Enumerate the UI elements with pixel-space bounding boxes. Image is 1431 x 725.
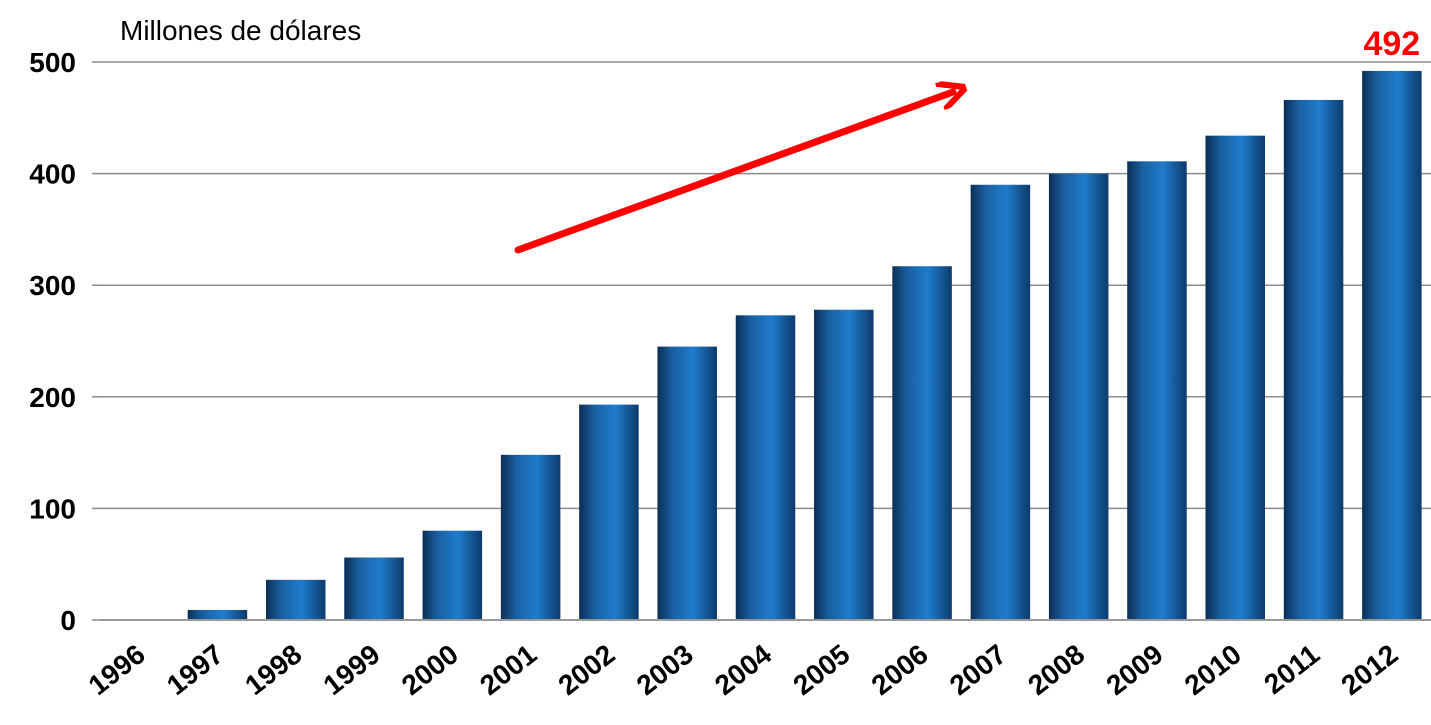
x-tick-label: 2000 <box>396 638 464 701</box>
bar-2012 <box>1362 70 1422 621</box>
y-axis-label: Millones de dólares <box>120 15 361 46</box>
y-tick-label: 100 <box>29 493 76 524</box>
bar-2005 <box>814 309 874 620</box>
bar-2008 <box>1048 173 1109 620</box>
bar-2006 <box>892 266 952 620</box>
trend-arrow <box>514 92 953 254</box>
bar-2011 <box>1283 99 1344 621</box>
y-tick-label: 300 <box>29 270 76 301</box>
x-tick-label: 2008 <box>1022 638 1090 701</box>
bar-2009 <box>1127 161 1187 620</box>
x-tick-label: 2007 <box>944 638 1012 701</box>
x-tick-label: 2010 <box>1179 638 1247 701</box>
x-tick-label: 2005 <box>787 638 855 701</box>
x-tick-label: 2006 <box>866 638 934 701</box>
bar-2007 <box>970 184 1031 620</box>
x-tick-label: 1996 <box>83 638 151 701</box>
bar-2010 <box>1205 135 1266 620</box>
bar-2002 <box>579 404 639 620</box>
y-tick-label: 400 <box>29 159 76 190</box>
x-tick-label: 1998 <box>239 638 307 701</box>
x-axis-ticks: 1996 1997 1998 1999 2000 2001 2002 2003 2004 2005… <box>83 638 1404 701</box>
bar-2003 <box>657 346 717 620</box>
bar-1999 <box>344 557 404 620</box>
x-tick-label: 2003 <box>631 638 699 701</box>
x-tick-label: 2004 <box>709 638 778 701</box>
x-tick-label: 1999 <box>318 638 386 701</box>
x-tick-label: 2011 <box>1258 638 1325 700</box>
x-tick-label: 2009 <box>1100 638 1168 701</box>
y-tick-label: 200 <box>29 382 76 413</box>
x-tick-label: 2012 <box>1335 638 1403 701</box>
bar-2000 <box>422 530 483 620</box>
y-axis-ticks: 0 100 200 300 400 500 <box>29 47 100 636</box>
bars <box>187 70 1422 621</box>
y-tick-label: 500 <box>29 47 76 78</box>
x-tick-label: 2001 <box>474 638 542 701</box>
x-tick-label: 1997 <box>161 638 229 701</box>
y-tick-label: 0 <box>60 605 76 636</box>
bar-1997 <box>187 609 248 620</box>
last-value-label: 492 <box>1363 25 1420 63</box>
bar-1998 <box>265 579 326 620</box>
x-tick-label: 2002 <box>552 638 620 701</box>
bar-2001 <box>500 454 561 620</box>
bar-2004 <box>735 315 796 620</box>
